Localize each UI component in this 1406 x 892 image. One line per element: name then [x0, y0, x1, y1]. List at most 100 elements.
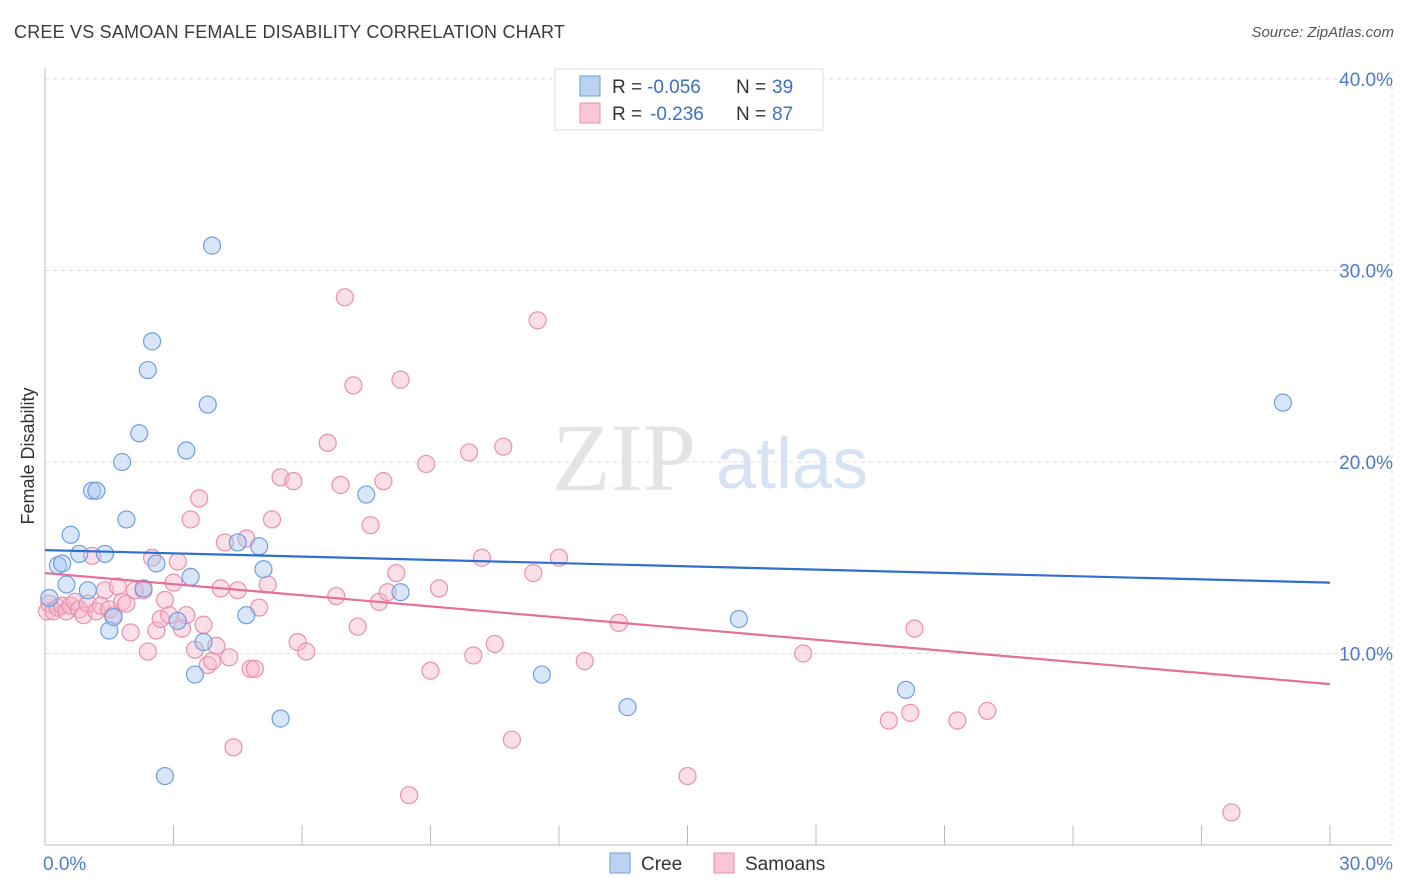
point-cree	[194, 632, 213, 652]
point-samoans	[258, 575, 277, 594]
axes	[44, 68, 1392, 846]
bottom-legend-label-cree: Cree	[641, 854, 682, 875]
point-samoans	[202, 652, 222, 671]
legend-r-value-samoans: -0.236	[650, 104, 704, 125]
point-cree	[53, 554, 72, 573]
point-samoans	[374, 472, 393, 491]
point-cree	[271, 709, 290, 728]
point-samoans	[429, 579, 449, 598]
point-cree	[177, 441, 196, 460]
correlation-legend: R = -0.056 N = 39 R = -0.236 N = 87	[554, 68, 824, 131]
source-label: Source: ZipAtlas.com	[1251, 24, 1394, 41]
point-cree	[391, 583, 410, 602]
x-tick-label: 0.0%	[43, 854, 86, 875]
point-cree	[138, 360, 157, 380]
point-samoans	[335, 288, 354, 307]
point-samoans	[318, 433, 337, 452]
point-cree	[70, 544, 89, 564]
point-cree	[168, 611, 187, 631]
gridlines	[45, 70, 1393, 845]
point-cree	[618, 698, 637, 717]
legend-r-value-cree: -0.056	[647, 77, 701, 98]
point-cree	[532, 665, 551, 684]
point-samoans	[262, 510, 282, 529]
y-tick-label: 40.0%	[1339, 70, 1393, 91]
point-samoans	[502, 730, 521, 749]
point-cree	[1273, 393, 1292, 412]
point-samoans	[224, 738, 243, 757]
point-samoans	[494, 437, 513, 456]
y-tick-label: 10.0%	[1339, 645, 1393, 666]
point-samoans	[678, 766, 697, 786]
point-samoans	[575, 652, 594, 671]
point-cree	[237, 606, 256, 625]
point-cree	[228, 533, 247, 552]
point-samoans	[901, 703, 920, 722]
point-samoans	[245, 659, 264, 678]
point-samoans	[459, 443, 479, 462]
series-legend: Cree Samoans	[609, 852, 825, 875]
point-cree	[185, 665, 205, 684]
point-samoans	[117, 594, 136, 613]
point-samoans	[327, 586, 346, 606]
y-tick-label: 30.0%	[1339, 262, 1393, 283]
point-samoans	[155, 590, 175, 609]
point-cree	[896, 680, 916, 699]
point-cree	[83, 481, 102, 500]
point-samoans	[417, 454, 436, 474]
legend-swatch-cree	[579, 75, 601, 97]
watermark: ZIP atlas	[552, 404, 868, 511]
point-samoans	[905, 619, 924, 638]
chart-title: CREE VS SAMOAN FEMALE DISABILITY CORRELA…	[14, 22, 566, 42]
legend-swatch-samoans	[579, 102, 601, 124]
legend-n-value-samoans: 87	[772, 104, 793, 125]
point-cree	[181, 567, 200, 587]
legend-r-label-cree: R =	[612, 77, 642, 98]
point-samoans	[147, 621, 166, 640]
point-cree	[254, 560, 273, 579]
point-samoans	[168, 552, 187, 571]
x-tick-label: 30.0%	[1339, 854, 1393, 875]
point-samoans	[472, 548, 491, 567]
point-cree	[130, 424, 149, 443]
point-cree	[250, 537, 269, 556]
point-samoans	[297, 642, 316, 661]
point-samoans	[348, 617, 367, 636]
tick-labels: 10.0% 20.0% 30.0% 40.0% 0.0% 30.0%	[43, 70, 1393, 875]
y-tick-label: 20.0%	[1339, 453, 1393, 474]
bottom-legend-label-samoans: Samoans	[745, 854, 825, 875]
point-cree	[87, 481, 106, 500]
point-samoans	[220, 648, 239, 667]
point-samoans	[399, 786, 419, 805]
point-cree	[95, 544, 115, 564]
point-samoans	[387, 563, 406, 583]
point-samoans	[794, 644, 813, 663]
point-cree	[729, 609, 749, 629]
point-samoans	[378, 583, 397, 602]
point-samoans	[524, 563, 543, 583]
point-samoans	[344, 376, 363, 395]
legend-n-label-samoans: N =	[736, 104, 766, 125]
point-cree	[134, 579, 153, 598]
point-cree	[147, 554, 166, 573]
legend-n-value-cree: 39	[772, 77, 793, 98]
data-points	[38, 236, 1292, 822]
point-cree	[61, 525, 80, 544]
point-cree	[104, 608, 123, 627]
point-samoans	[138, 642, 157, 661]
point-cree	[112, 452, 132, 472]
point-samoans	[528, 311, 547, 330]
point-cree	[57, 575, 76, 594]
legend-r-label-samoans: R =	[612, 104, 642, 125]
point-cree	[40, 588, 59, 608]
bottom-legend-swatch-samoans	[713, 852, 735, 874]
y-axis-label: Female Disability	[18, 387, 38, 524]
point-samoans	[421, 661, 440, 680]
point-samoans	[879, 711, 898, 730]
point-cree	[142, 332, 162, 351]
point-samoans	[361, 516, 380, 535]
trend-lines	[44, 548, 1331, 686]
trend-line-samoans	[44, 571, 1331, 686]
point-cree	[198, 395, 217, 414]
